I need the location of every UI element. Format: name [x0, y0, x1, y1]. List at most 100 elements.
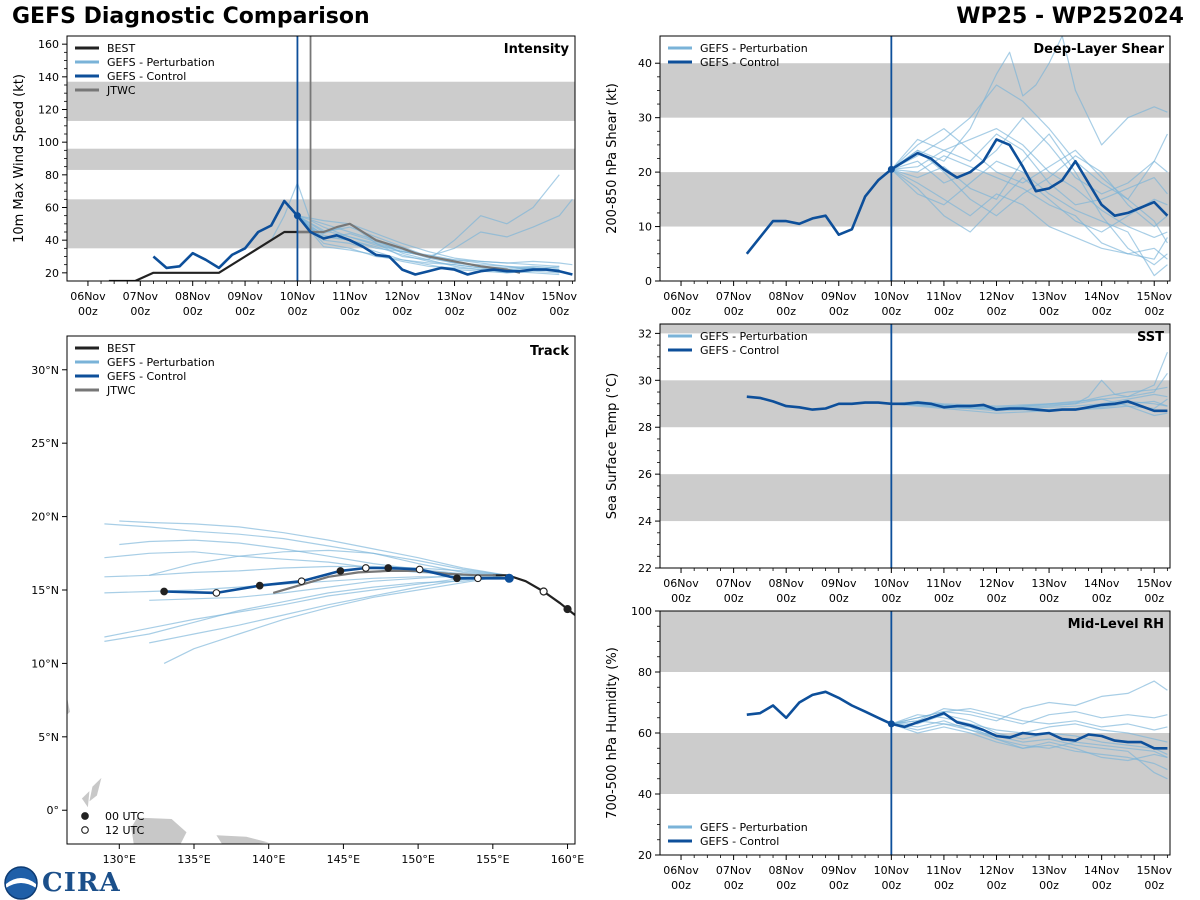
longitude-label: 135°E [177, 853, 210, 866]
sst-plot-area [660, 324, 1170, 568]
x-tick-label-date: 06Nov [663, 290, 699, 303]
perturbation-track [149, 574, 508, 644]
x-tick-label-hour: 00z [235, 305, 255, 318]
perturbation-track [149, 549, 508, 576]
shaded-band [660, 63, 1170, 118]
x-tick-label-hour: 00z [829, 879, 849, 892]
x-tick-label-date: 13Nov [1031, 577, 1067, 590]
y-tick-label: 0 [645, 275, 652, 288]
perturbation-line [891, 714, 1168, 755]
longitude-label: 140°E [252, 853, 285, 866]
control-track-marker [474, 574, 482, 583]
y-tick-label: 24 [638, 515, 652, 528]
y-tick-label: 22 [638, 562, 652, 575]
x-tick-label-date: 11Nov [926, 290, 962, 303]
rh-panel: 20 40 60 80 100 06Nov 00z 07Nov 00z 08Nov 00z 09Nov… [605, 605, 1172, 892]
plot-frame [659, 323, 1171, 569]
control-track-marker [384, 564, 393, 572]
y-tick-label: 40 [638, 788, 652, 801]
latitude-label: 0° [47, 804, 60, 817]
perturbation-line [891, 707, 1168, 731]
x-tick-label-hour: 00z [934, 305, 954, 318]
x-tick-label-date: 07Nov [716, 290, 752, 303]
perturbation-line [296, 215, 560, 271]
x-tick-label-date: 10Nov [874, 577, 910, 590]
x-tick-label-hour: 00z [776, 879, 796, 892]
perturbation-track [104, 574, 508, 638]
perturbation-track [163, 574, 508, 664]
x-tick-label-hour: 00z [1144, 592, 1164, 605]
rh-plot-area [660, 611, 1170, 855]
panel-title: Track [530, 344, 569, 359]
y-tick-label: 100 [631, 605, 652, 618]
y-tick-label: 26 [638, 468, 652, 481]
perturbation-track [119, 520, 508, 576]
perturbation-line [891, 398, 1168, 414]
best-track-line [492, 574, 575, 616]
cira-logo: CIRA [4, 866, 121, 900]
land-shape [81, 791, 90, 808]
intensity-plot-area [67, 36, 575, 281]
shear-panel: 0 10 20 30 40 06Nov 00z 07Nov 00z 08Nov 00z 09Nov 00… [605, 35, 1172, 318]
x-tick-label-date: 15Nov [542, 290, 578, 303]
perturbation-line [891, 84, 1168, 200]
x-tick-label-hour: 00z [724, 879, 744, 892]
x-tick-label-hour: 00z [78, 305, 98, 318]
legend-label: GEFS - Control [107, 70, 186, 83]
marker-legend-label: 12 UTC [105, 824, 145, 837]
panel-title: Mid-Level RH [1068, 617, 1164, 632]
x-tick-label-date: 06Nov [663, 577, 699, 590]
x-tick-label-hour: 00z [881, 592, 901, 605]
x-tick-label-hour: 00z [776, 592, 796, 605]
sst-panel: 22 24 26 28 30 32 06Nov 00z 07Nov 00z 08Nov 00z 09No… [605, 323, 1172, 605]
x-tick-label-date: 11Nov [926, 577, 962, 590]
plot-frame [66, 335, 576, 845]
longitude-label: 130°E [103, 853, 136, 866]
y-tick-label: 30 [638, 374, 652, 387]
perturbation-line [890, 36, 1168, 170]
x-tick-label-date: 12Nov [384, 290, 420, 303]
x-tick-label-date: 08Nov [768, 290, 804, 303]
y-tick-label: 20 [638, 166, 652, 179]
x-tick-label-hour: 00z [1092, 305, 1112, 318]
y-tick-label: 10 [638, 221, 652, 234]
x-tick-label-date: 07Nov [123, 290, 159, 303]
y-tick-label: 40 [45, 234, 59, 247]
perturbation-line [891, 155, 1168, 260]
control-track-marker [453, 574, 461, 583]
y-tick-label: 100 [38, 136, 59, 149]
y-axis-label: Sea Surface Temp (°C) [605, 373, 620, 520]
legend-label: JTWC [106, 384, 136, 397]
control-track-marker [504, 573, 514, 583]
y-axis-label: 200-850 hPa Shear (kt) [605, 83, 620, 234]
x-tick-label-date: 15Nov [1136, 577, 1172, 590]
x-tick-label-date: 07Nov [716, 864, 752, 877]
legend-label: GEFS - Perturbation [107, 56, 215, 69]
shear-plot-area [660, 36, 1170, 281]
perturbation-line [890, 160, 1168, 277]
control-line [745, 138, 1169, 255]
control-track-marker [297, 577, 306, 586]
track-plot-area [67, 520, 575, 844]
latitude-label: 20°N [31, 511, 59, 524]
x-tick-label-hour: 00z [671, 592, 691, 605]
legend-label: GEFS - Perturbation [700, 821, 808, 834]
x-tick-label-date: 06Nov [70, 290, 106, 303]
shaded-band [660, 172, 1170, 227]
y-axis-label: 700-500 hPa Humidity (%) [605, 647, 620, 819]
x-tick-label-hour: 00z [829, 305, 849, 318]
x-tick-label-hour: 00z [987, 592, 1007, 605]
x-tick-label-date: 12Nov [979, 290, 1015, 303]
control-track-marker [212, 589, 221, 597]
perturbation-line [891, 720, 1168, 780]
legend-label: GEFS - Control [700, 56, 779, 69]
y-tick-label: 30 [638, 112, 652, 125]
legend-label: GEFS - Control [700, 835, 779, 848]
x-tick-label-date: 12Nov [979, 864, 1015, 877]
latitude-label: 5°N [38, 731, 59, 744]
y-tick-label: 40 [638, 57, 652, 70]
